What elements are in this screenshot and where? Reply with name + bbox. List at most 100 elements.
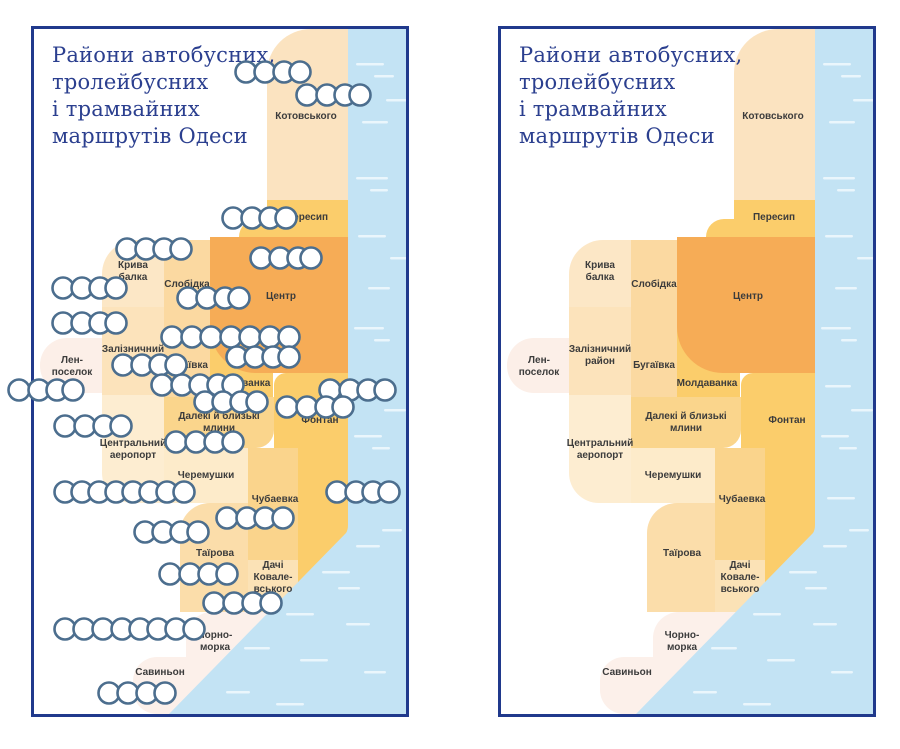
- label-line: Фонтан: [768, 415, 806, 426]
- label-zaliznychnyi-raion: Залізничний район: [102, 344, 164, 368]
- water-dash: [382, 529, 402, 532]
- label-line: Таїрова: [662, 548, 702, 559]
- label-line: Слобідка: [164, 279, 210, 290]
- label-line: Чубаевка: [718, 494, 766, 505]
- water-dash: [300, 659, 328, 662]
- water-dash: [358, 385, 384, 388]
- water-dash: [372, 447, 390, 450]
- route-circle: [7, 378, 31, 402]
- water-dash: [813, 623, 837, 626]
- label-zaliznychnyi-raion: Залізничний район: [569, 344, 631, 368]
- label-len-poselok: Лен-поселок: [519, 355, 559, 379]
- label-line: Пересип: [285, 212, 329, 223]
- water-dash: [364, 671, 386, 674]
- district-tsentr: [210, 237, 348, 373]
- map-title-line: маршрутів Одеси: [519, 124, 715, 148]
- district-kryva-balka: [569, 240, 631, 307]
- route-circle: [70, 276, 94, 300]
- route-circle: [53, 617, 77, 641]
- route-circle: [51, 311, 75, 335]
- water-dash: [857, 257, 873, 260]
- label-line: Дачі: [262, 560, 284, 571]
- map-title-line: і трамвайних: [519, 97, 667, 121]
- map-panel-left: Райони автобусних, тролейбусних і трамвайн…: [7, 26, 409, 717]
- water-dash: [849, 529, 869, 532]
- label-fontan: Фонтан: [301, 415, 338, 427]
- label-dachi-kovalevskogo: Дачі Ковале-вського: [721, 560, 760, 596]
- water-dash: [821, 327, 851, 330]
- water-dash: [390, 257, 406, 260]
- water-dash: [354, 435, 382, 438]
- district-chornomorka: [653, 612, 741, 714]
- label-line: вського: [253, 584, 293, 595]
- label-chornomorka: Чорно-морка: [198, 630, 233, 654]
- water-dash: [356, 545, 380, 548]
- water-dash: [368, 287, 390, 290]
- label-line: Дачі: [729, 560, 751, 571]
- label-tsentralnyi-aeroport: Центральний аеропорт: [100, 438, 166, 462]
- route-circle: [97, 681, 121, 705]
- label-line: Ковале-: [720, 572, 760, 583]
- water-dash: [356, 63, 384, 66]
- water-dash: [823, 545, 847, 548]
- route-circle: [377, 480, 401, 504]
- district-chornomorka: [186, 612, 274, 714]
- label-line: Центральний: [566, 438, 634, 449]
- label-buhaivka: Бугаївка: [633, 360, 675, 372]
- label-line: Котовського: [275, 111, 337, 122]
- water-dash: [853, 99, 873, 102]
- district-len-poselok: [507, 338, 577, 393]
- district-savinion: [600, 657, 653, 714]
- route-circle: [164, 617, 188, 641]
- label-line: млини: [202, 423, 236, 434]
- label-line: Центр: [265, 291, 297, 302]
- label-kotovskogo: Котовського: [742, 111, 804, 123]
- label-slobidka: Слобідка: [164, 279, 209, 291]
- route-circle: [53, 480, 77, 504]
- label-chubaevka: Чубаевка: [252, 494, 299, 506]
- label-line: Лен-: [528, 355, 550, 366]
- label-line: Бугаївка: [166, 360, 208, 371]
- label-line: морка: [199, 642, 231, 653]
- label-line: Ковале-: [253, 572, 293, 583]
- label-line: поселок: [51, 367, 93, 378]
- route-circle: [53, 414, 77, 438]
- label-len-poselok: Лен-поселок: [52, 355, 92, 379]
- label-chornomorka: Чорно-морка: [665, 630, 700, 654]
- map-title-line: Райони автобусних,: [52, 43, 276, 67]
- route-circle: [146, 617, 170, 641]
- route-circle: [373, 378, 397, 402]
- route-circle: [51, 276, 75, 300]
- route-circle: [72, 617, 96, 641]
- water-dash: [276, 703, 304, 706]
- label-chubaevka: Чубаевка: [719, 494, 766, 506]
- label-cheremushky: Черемушки: [178, 470, 234, 482]
- label-line: Молдаванка: [676, 378, 738, 389]
- route-circle: [221, 206, 245, 230]
- water-dash: [767, 659, 795, 662]
- district-savinion: [133, 657, 186, 714]
- map-title-line: маршрутів Одеси: [52, 124, 248, 148]
- label-line: Молдаванка: [209, 378, 271, 389]
- water-dash: [837, 189, 855, 192]
- label-savinion: Савиньон: [135, 667, 185, 679]
- water-dash: [851, 409, 873, 412]
- label-line: Слобідка: [631, 279, 677, 290]
- water-dash: [841, 339, 857, 342]
- map-title-line: Райони автобусних,: [519, 43, 743, 67]
- label-tsentr: Центр: [266, 291, 296, 303]
- route-circle: [348, 83, 372, 107]
- map-title: Райони автобусних, тролейбусних і трамвайн…: [52, 42, 275, 150]
- district-tsentralnyi-aeroport: [569, 395, 631, 503]
- water-dash: [743, 703, 771, 706]
- water-dash: [370, 189, 388, 192]
- label-dachi-kovalevskogo: Дачі Ковале-вського: [254, 560, 293, 596]
- water-dash: [354, 327, 384, 330]
- district-peresyp-fillet: [706, 219, 735, 237]
- route-circle: [356, 378, 380, 402]
- route-circle: [128, 617, 152, 641]
- label-line: Крива: [585, 260, 615, 271]
- route-circle: [73, 414, 97, 438]
- district-tsentr: [677, 237, 815, 373]
- label-fontan: Фонтан: [768, 415, 805, 427]
